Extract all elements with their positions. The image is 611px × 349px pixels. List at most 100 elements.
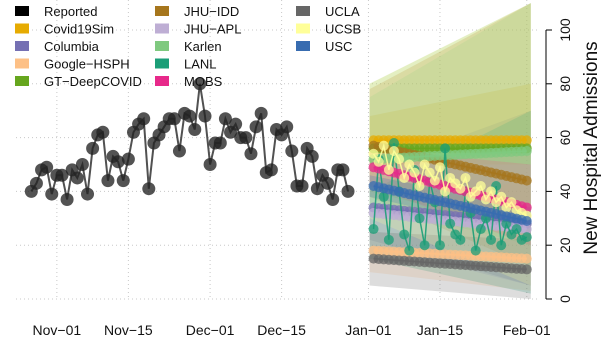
legend-label: Columbia bbox=[44, 39, 100, 54]
x-tick-label: Jan−15 bbox=[417, 322, 464, 338]
forecast-point bbox=[521, 175, 532, 186]
forecast-point bbox=[434, 162, 445, 173]
legend-swatch bbox=[155, 76, 169, 86]
reported-point bbox=[198, 109, 212, 123]
forecast-point bbox=[414, 181, 425, 192]
reported-point bbox=[254, 106, 268, 120]
x-tick-label: Feb−01 bbox=[503, 322, 551, 338]
forecast-band bbox=[369, 3, 531, 246]
legend-label: Reported bbox=[44, 4, 97, 19]
reported-point bbox=[326, 192, 340, 206]
forecast-point bbox=[496, 240, 507, 251]
reported-point bbox=[183, 109, 197, 123]
forecast-point bbox=[383, 234, 394, 245]
y-tick-label: 40 bbox=[557, 183, 573, 199]
legend-swatch bbox=[155, 58, 169, 69]
reported-point bbox=[101, 174, 115, 188]
reported-point bbox=[167, 112, 181, 126]
forecast-point bbox=[388, 137, 399, 148]
reported-point bbox=[45, 187, 59, 201]
legend-label: GT−DeepCOVID bbox=[44, 74, 142, 89]
reported-point bbox=[172, 144, 186, 158]
reported-point bbox=[218, 112, 232, 126]
reported-point bbox=[203, 158, 217, 171]
forecast-point bbox=[470, 245, 481, 256]
reported-point bbox=[142, 182, 156, 196]
legend-swatch bbox=[155, 6, 169, 16]
forecast-point bbox=[455, 234, 466, 245]
legend-label: Karlen bbox=[184, 39, 222, 54]
x-tick-label: Nov−01 bbox=[33, 322, 82, 338]
x-tick-label: Nov−15 bbox=[104, 322, 153, 338]
reported-point bbox=[336, 163, 350, 177]
reported-point bbox=[60, 192, 74, 206]
reported-point bbox=[40, 160, 54, 174]
forecast-point bbox=[388, 146, 399, 157]
forecast-point bbox=[434, 240, 445, 251]
forecast-point bbox=[399, 229, 410, 240]
legend-label: UCLA bbox=[325, 4, 360, 19]
forecast-point bbox=[378, 140, 389, 151]
legend-label: MOBS bbox=[184, 74, 223, 89]
legend-label: Covid19Sim bbox=[44, 22, 114, 37]
legend-swatch bbox=[155, 23, 169, 34]
forecast-point bbox=[480, 194, 491, 205]
reported-point bbox=[81, 187, 95, 201]
legend-swatch bbox=[15, 58, 29, 69]
forecast-point bbox=[521, 146, 532, 157]
y-axis: 0 20 40 60 80 100 bbox=[545, 18, 573, 303]
reported-point bbox=[264, 163, 278, 177]
reported-point bbox=[111, 155, 125, 169]
forecast-point bbox=[445, 218, 456, 229]
reported-point bbox=[249, 120, 263, 134]
forecast-point bbox=[440, 143, 451, 154]
reported-point bbox=[86, 141, 100, 155]
y-tick-label: 100 bbox=[557, 18, 573, 42]
forecast-point bbox=[414, 213, 425, 224]
reported-point bbox=[193, 77, 207, 91]
y-tick-label: 20 bbox=[557, 237, 573, 253]
legend-label: JHU−IDD bbox=[184, 4, 239, 19]
forecast-point bbox=[424, 167, 435, 178]
reported-point bbox=[75, 158, 89, 171]
forecast-point bbox=[440, 186, 451, 197]
reported-point bbox=[229, 117, 243, 131]
forecast-point bbox=[394, 154, 405, 165]
forecast-point bbox=[404, 159, 415, 170]
reported-point bbox=[305, 149, 319, 163]
reported-point bbox=[96, 125, 110, 139]
forecast-point bbox=[521, 224, 532, 235]
forecast-point bbox=[496, 191, 507, 202]
reported-point bbox=[239, 131, 253, 145]
reported-point bbox=[55, 168, 69, 182]
reported-series bbox=[24, 77, 355, 206]
reported-point bbox=[213, 136, 227, 150]
forecast-point bbox=[378, 191, 389, 202]
forecast-point bbox=[368, 148, 379, 159]
forecast-lines bbox=[368, 135, 532, 275]
legend-label: USC bbox=[325, 39, 352, 54]
legend-swatch bbox=[15, 23, 29, 34]
reported-point bbox=[244, 147, 258, 161]
forecast-point bbox=[373, 156, 384, 167]
reported-point bbox=[70, 171, 84, 185]
legend-swatch bbox=[15, 41, 29, 51]
x-tick-label: Dec−15 bbox=[257, 322, 306, 338]
reported-point bbox=[285, 144, 299, 158]
reported-point bbox=[280, 120, 294, 134]
forecast-point bbox=[521, 264, 532, 275]
reported-point bbox=[116, 174, 130, 188]
x-tick-label: Dec−01 bbox=[186, 322, 235, 338]
x-axis: Nov−01 Nov−15 Dec−01 Dec−15 Jan−01 Jan−15 Feb−… bbox=[33, 322, 551, 338]
forecast-point bbox=[368, 224, 379, 235]
legend-label: UCSB bbox=[325, 22, 361, 37]
reported-point bbox=[29, 176, 43, 190]
legend-swatch bbox=[296, 6, 310, 16]
forecast-point bbox=[419, 240, 430, 251]
forecast-point bbox=[383, 164, 394, 175]
reported-point bbox=[137, 112, 151, 126]
y-tick-label: 80 bbox=[557, 76, 573, 92]
legend-swatch bbox=[155, 41, 169, 51]
y-tick-label: 60 bbox=[557, 130, 573, 146]
